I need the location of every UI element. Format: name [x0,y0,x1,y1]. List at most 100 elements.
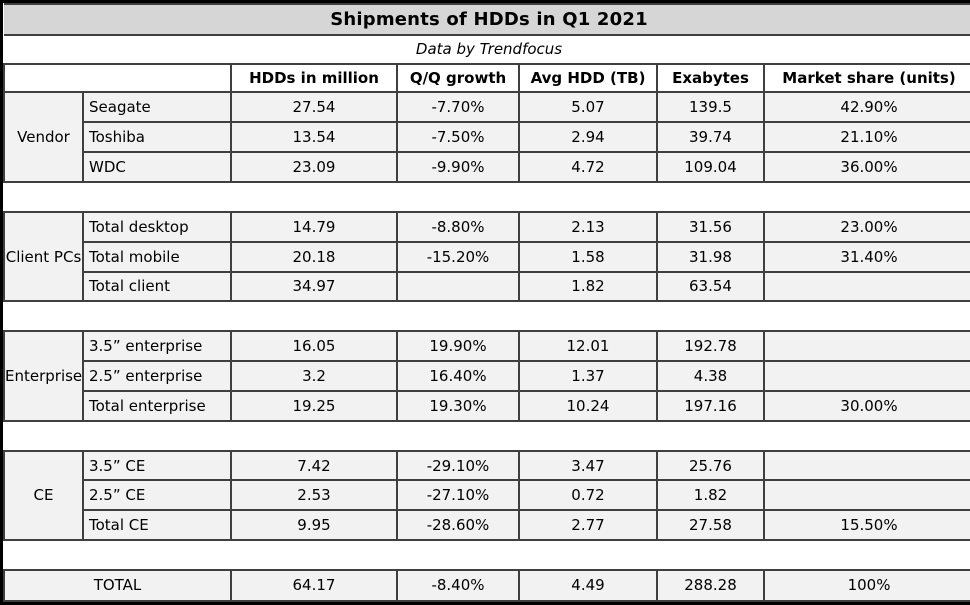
value-cell-2-5-enterprise-hdds-in-million: 3.2 [230,360,398,392]
section-spacer-row [4,419,970,452]
table-row-total-ce: Total CE 9.95 -28.60% 2.77 27.58 15.50% [4,509,970,542]
value-cell-total-client-hdds-in-million: 34.97 [230,270,398,303]
value-cell-total-enterprise-market-share-units: 30.00% [762,389,970,422]
column-header-hdds-in-million: HDDs in million [230,62,398,94]
value-cell-2-5-enterprise-exabytes: 4.38 [656,360,765,392]
value-cell-2-5-ce-hdds-in-million: 2.53 [230,479,398,512]
value-cell-seagate-market-share-units: 42.90% [762,91,970,124]
column-header-avg-hdd-tb: Avg HDD (TB) [518,62,658,94]
value-cell-3-5-enterprise-avg-hdd-tb: 12.01 [518,330,658,363]
value-cell-2-5-enterprise-avg-hdd-tb: 1.37 [518,360,658,392]
value-cell-3-5-ce-exabytes: 25.76 [656,449,765,482]
subtitle-row: Data by Trendfocus [4,33,970,65]
value-cell-wdc-exabytes: 109.04 [656,151,765,183]
value-cell-3-5-enterprise-q-q-growth: 19.90% [396,330,520,363]
column-header-row: HDDs in million Q/Q growth Avg HDD (TB) Exa… [3,62,970,94]
title-row: Shipments of HDDs in Q1 2021 [4,3,970,36]
value-cell-3-5-enterprise-hdds-in-million: 16.05 [230,330,398,363]
row-label-total-mobile: Total mobile [82,240,232,273]
value-cell-toshiba-hdds-in-million: 13.54 [230,121,398,154]
value-cell-wdc-q-q-growth: -9.90% [396,151,520,183]
row-label-2-5-ce: 2.5” CE [82,479,232,512]
value-cell-total-client-exabytes: 63.54 [656,270,765,303]
value-cell-toshiba-q-q-growth: -7.50% [396,121,520,154]
column-header-market-share-units: Market share (units) [762,62,970,94]
value-cell-total-mobile-hdds-in-million: 20.18 [230,240,398,273]
value-cell-total-enterprise-exabytes: 197.16 [656,389,765,422]
value-cell-total-mobile-exabytes: 31.98 [656,240,765,273]
value-cell-2-5-ce-exabytes: 1.82 [656,479,765,512]
section-spacer [4,300,970,333]
section-spacer-row [4,181,970,213]
table-row-total-desktop: Client PCs Total desktop 14.79 -8.80% 2.13 31… [3,210,970,303]
total-row: TOTAL 64.17 -8.40% 4.49 288.28 100% [3,568,970,603]
row-label-total-desktop: Total desktop [82,210,232,243]
value-cell-wdc-hdds-in-million: 23.09 [230,151,398,183]
section-spacer-row [4,300,970,333]
value-cell-3-5-ce-avg-hdd-tb: 3.47 [518,449,658,482]
value-cell-2-5-enterprise-market-share-units [762,360,970,392]
group-label-client-pcs: Client PCs [3,210,84,303]
section-spacer [4,419,970,452]
value-cell-2-5-enterprise-q-q-growth: 16.40% [396,360,520,392]
value-cell-total-desktop-q-q-growth: -8.80% [396,210,520,243]
header-corner-blank [3,62,232,94]
value-cell-total-desktop-exabytes: 31.56 [656,210,765,243]
row-label-total-client: Total client [82,270,232,303]
value-cell-total-mobile-avg-hdd-tb: 1.58 [518,240,658,273]
value-cell-total-enterprise-avg-hdd-tb: 10.24 [518,389,658,422]
data-table: Shipments of HDDs in Q1 2021 Data by Tre… [3,3,970,603]
row-label-total-ce: Total CE [82,509,232,542]
value-cell-seagate-q-q-growth: -7.70% [396,91,520,124]
value-cell-total-desktop-market-share-units: 23.00% [762,210,970,243]
value-cell-2-5-ce-market-share-units [762,479,970,512]
table-row-3-5-ce: CE 3.5” CE 7.42 -29.10% 3.47 25.76 [3,449,970,542]
value-cell-total-mobile-market-share-units: 31.40% [762,240,970,273]
row-label-total-enterprise: Total enterprise [82,389,232,422]
table-row-2-5-enterprise: 2.5” enterprise 3.2 16.40% 1.37 4.38 [4,360,970,392]
value-cell-toshiba-market-share-units: 21.10% [762,121,970,154]
value-cell-total-mobile-q-q-growth: -15.20% [396,240,520,273]
value-cell-seagate-hdds-in-million: 27.54 [230,91,398,124]
value-cell-toshiba-avg-hdd-tb: 2.94 [518,121,658,154]
value-cell-total-client-q-q-growth [396,270,520,303]
table-row-toshiba: Toshiba 13.54 -7.50% 2.94 39.74 21.10% [4,121,970,154]
value-cell-total-ce-market-share-units: 15.50% [762,509,970,542]
section-spacer [4,539,970,571]
value-cell-total-ce-avg-hdd-tb: 2.77 [518,509,658,542]
table-row-wdc: WDC 23.09 -9.90% 4.72 109.04 36.00% [4,151,970,183]
value-cell-total-enterprise-q-q-growth: 19.30% [396,389,520,422]
row-label-3-5-enterprise: 3.5” enterprise [82,330,232,363]
value-cell-total-enterprise-hdds-in-million: 19.25 [230,389,398,422]
value-cell-total-ce-q-q-growth: -28.60% [396,509,520,542]
table-row-total-client: Total client 34.97 1.82 63.54 [4,270,970,303]
value-cell-seagate-avg-hdd-tb: 5.07 [518,91,658,124]
value-cell-3-5-enterprise-exabytes: 192.78 [656,330,765,363]
group-label-enterprise: Enterprise [3,330,84,422]
row-label-wdc: WDC [82,151,232,183]
value-cell-total-desktop-avg-hdd-tb: 2.13 [518,210,658,243]
value-cell-3-5-ce-market-share-units [762,449,970,482]
value-cell-total-client-avg-hdd-tb: 1.82 [518,270,658,303]
page-title: Shipments of HDDs in Q1 2021 [4,3,970,36]
total-value-avg-hdd-tb: 4.49 [518,568,658,603]
value-cell-3-5-enterprise-market-share-units [762,330,970,363]
total-value-hdds-in-million: 64.17 [230,568,398,603]
value-cell-wdc-avg-hdd-tb: 4.72 [518,151,658,183]
value-cell-total-ce-exabytes: 27.58 [656,509,765,542]
value-cell-toshiba-exabytes: 39.74 [656,121,765,154]
value-cell-3-5-ce-hdds-in-million: 7.42 [230,449,398,482]
value-cell-2-5-ce-avg-hdd-tb: 0.72 [518,479,658,512]
total-label: TOTAL [3,568,232,603]
value-cell-2-5-ce-q-q-growth: -27.10% [396,479,520,512]
value-cell-3-5-ce-q-q-growth: -29.10% [396,449,520,482]
row-label-toshiba: Toshiba [82,121,232,154]
total-value-market-share-units: 100% [762,568,970,603]
total-value-q-q-growth: -8.40% [396,568,520,603]
table-row-3-5-enterprise: Enterprise 3.5” enterprise 16.05 19.90% 12.0… [3,330,970,422]
group-label-vendor: Vendor [3,91,84,183]
row-label-3-5-ce: 3.5” CE [82,449,232,482]
value-cell-total-client-market-share-units [762,270,970,303]
value-cell-wdc-market-share-units: 36.00% [762,151,970,183]
